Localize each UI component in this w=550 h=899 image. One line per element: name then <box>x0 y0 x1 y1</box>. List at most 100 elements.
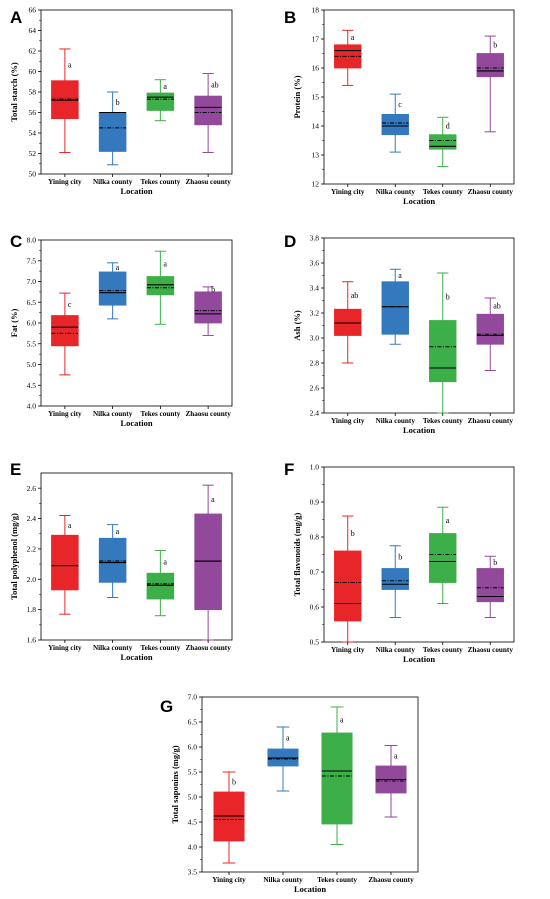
significance-label: d <box>446 122 450 131</box>
y-tick-label: 18 <box>312 6 320 15</box>
box-yining-city: c <box>51 292 79 376</box>
x-axis-title: Location <box>403 196 435 206</box>
y-tick-label: 12 <box>312 180 320 189</box>
y-tick-label: 2.6 <box>310 384 320 393</box>
panel-b: B 12 13 14 15 16 17 18 Protein (%) Location a Yinin… <box>284 6 515 206</box>
x-tick-label: Tekes county <box>140 178 180 186</box>
box-tekes-county: a <box>146 250 175 325</box>
y-tick-label: 17 <box>312 35 320 44</box>
x-tick-label: Yining city <box>331 646 365 654</box>
y-tick-label: 16 <box>312 64 320 73</box>
iqr-box <box>476 53 504 78</box>
plot-frame <box>40 472 233 641</box>
significance-label: b <box>398 553 402 562</box>
x-tick-label: Nilka county <box>93 410 133 418</box>
iqr-box <box>381 281 409 335</box>
significance-label: a <box>116 263 120 272</box>
significance-label: a <box>446 516 450 525</box>
y-tick-label: 4.0 <box>188 843 198 852</box>
iqr-box <box>51 534 79 591</box>
x-tick-label: Zhaosu county <box>185 644 231 652</box>
iqr-box <box>334 550 362 622</box>
x-tick-label: Tekes county <box>423 188 463 196</box>
y-tick-label: 3.2 <box>310 309 320 318</box>
box-zhaosu-county: a <box>194 484 222 641</box>
y-tick-label: 7.0 <box>188 693 198 702</box>
box-zhaosu-county: b <box>476 555 504 618</box>
y-tick-label: 2.8 <box>310 359 320 368</box>
y-tick-label: 2.4 <box>310 409 320 418</box>
x-axis-title: Location <box>120 418 152 428</box>
y-axis-title: Total saponins (mg/g) <box>170 745 180 823</box>
x-tick-label: Zhaosu county <box>468 188 514 196</box>
significance-label: b <box>232 778 236 787</box>
significance-label: a <box>163 557 167 566</box>
iqr-box <box>98 112 127 152</box>
iqr-box <box>321 732 353 825</box>
panel-f: F 0.5 0.6 0.7 0.8 0.9 1.0 Total flavonoids (mg/… <box>284 460 515 664</box>
significance-label: c <box>68 300 72 309</box>
panel-letter: B <box>284 8 296 27</box>
iqr-box <box>476 313 504 345</box>
box-yining-city: ab <box>334 281 362 364</box>
box-yining-city: b <box>334 515 362 643</box>
y-tick-label: 14 <box>312 122 320 131</box>
x-tick-label: Zhaosu county <box>185 178 231 186</box>
significance-label: a <box>211 495 215 504</box>
y-tick-label: 60 <box>29 67 37 76</box>
significance-label: a <box>163 82 167 91</box>
iqr-box <box>334 308 362 336</box>
y-tick-label: 3.6 <box>310 259 320 268</box>
y-axis-title: Fat (%) <box>9 309 19 338</box>
y-tick-label: 54 <box>29 129 37 138</box>
box-yining-city: a <box>334 29 362 86</box>
iqr-box <box>194 95 222 126</box>
y-axis-title: Total flavonoids (mg/g) <box>292 512 302 596</box>
iqr-box <box>98 537 127 583</box>
y-tick-label: 1.6 <box>27 636 37 645</box>
panel-c: C 4.0 4.5 5.0 5.5 6.0 6.5 7.0 7.5 8.0 Fat (%) Locat… <box>9 232 233 428</box>
x-axis-title: Location <box>120 186 152 196</box>
box-nilka-county: c <box>381 93 409 153</box>
y-tick-label: 6.0 <box>27 319 37 328</box>
y-tick-label: 6.5 <box>27 298 37 307</box>
x-tick-label: Tekes county <box>140 644 180 652</box>
box-zhaosu-county: b <box>194 285 222 336</box>
y-axis-title: Protein (%) <box>292 75 302 118</box>
box-tekes-county: a <box>321 706 353 845</box>
box-tekes-county: a <box>146 549 175 617</box>
y-tick-label: 6.0 <box>188 743 198 752</box>
panel-e: E 1.6 1.8 2.0 2.2 2.4 2.6 Total polyphenol (mg/… <box>9 460 233 662</box>
y-tick-label: 6.5 <box>188 718 198 727</box>
y-tick-label: 4.0 <box>27 402 37 411</box>
box-yining-city: b <box>213 771 245 864</box>
iqr-box <box>98 271 127 306</box>
iqr-box <box>194 513 222 611</box>
iqr-box <box>381 568 409 590</box>
y-tick-label: 5.5 <box>27 339 37 348</box>
box-nilka-county: b <box>98 91 127 166</box>
box-nilka-county: a <box>267 726 299 792</box>
y-tick-label: 7.5 <box>27 256 37 265</box>
y-tick-label: 2.0 <box>27 575 37 584</box>
iqr-box <box>146 276 175 296</box>
x-axis-title: Location <box>403 425 435 435</box>
x-tick-label: Tekes county <box>423 646 463 654</box>
y-tick-label: 58 <box>29 88 37 97</box>
y-tick-label: 0.9 <box>310 498 320 507</box>
x-axis-title: Location <box>294 884 326 894</box>
y-tick-label: 8.0 <box>27 236 37 245</box>
x-tick-label: Tekes county <box>423 417 463 425</box>
x-tick-label: Yining city <box>48 644 82 652</box>
significance-label: a <box>398 271 402 280</box>
significance-label: a <box>340 716 344 725</box>
x-tick-label: Nilka county <box>93 178 133 186</box>
y-tick-label: 4.5 <box>27 381 37 390</box>
y-tick-label: 4.5 <box>188 818 198 827</box>
y-tick-label: 3.8 <box>310 234 320 243</box>
x-tick-label: Yining city <box>212 876 246 884</box>
box-tekes-county: a <box>429 506 457 604</box>
box-yining-city: a <box>51 515 79 615</box>
panel-letter: C <box>10 232 22 251</box>
